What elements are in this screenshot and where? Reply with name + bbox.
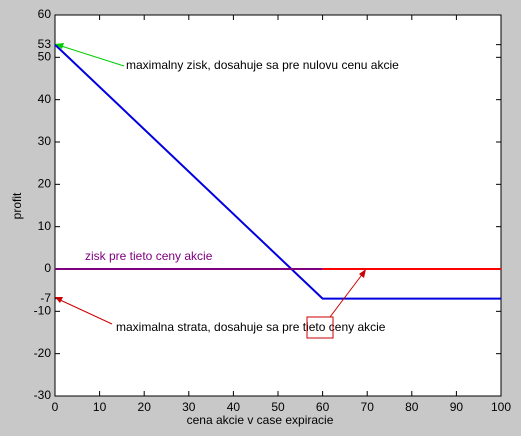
x-tick-label: 10 [93,400,107,414]
x-tick-label: 90 [450,400,464,414]
arrow [57,44,125,67]
x-tick-label: 50 [271,400,285,414]
x-tick-label: 30 [182,400,196,414]
y-tick-label: -7 [40,291,51,305]
arrow [329,271,365,318]
y-tick-label: -20 [34,346,52,360]
y-tick-label: 0 [44,261,51,275]
x-tick-label: 0 [52,400,59,414]
x-tick-label: 60 [316,400,330,414]
x-axis-label: cena akcie v case expiracie [187,413,334,427]
x-tick-label: 100 [491,400,511,414]
arrow-head [55,297,63,303]
y-tick-label: 20 [38,177,52,191]
annotation: maximalny zisk, dosahuje sa pre nulovu c… [126,58,399,72]
annotation: zisk pre tieto ceny akcie [85,249,213,263]
plot-area [54,14,502,397]
y-axis-label: profit [10,192,24,219]
x-tick-label: 70 [361,400,375,414]
y-tick-label: 40 [38,92,52,106]
line-series [54,43,501,300]
highlight-box [306,316,334,339]
y-tick-label: -30 [34,388,52,402]
y-tick-label: -10 [34,304,52,318]
y-tick-label: 60 [38,7,52,21]
arrow-head [55,43,64,49]
plot: 0 10 20 30 40 50 60 70 80 90 100 -30 -20 -10-7 0 10 20 30… [34,7,512,414]
x-tick-label: 20 [138,400,152,414]
y-tick-label: 10 [38,219,52,233]
y-tick-label: 30 [38,134,52,148]
y-tick-label: 50 [38,50,52,64]
arrow-head [359,269,366,278]
x-tick-label: 40 [227,400,241,414]
annotation: maximalna strata, dosahuje sa pre tieto … [116,320,386,334]
arrow [57,298,113,325]
y-tick-label: 53 [38,37,52,51]
x-tick-label: 80 [405,400,419,414]
